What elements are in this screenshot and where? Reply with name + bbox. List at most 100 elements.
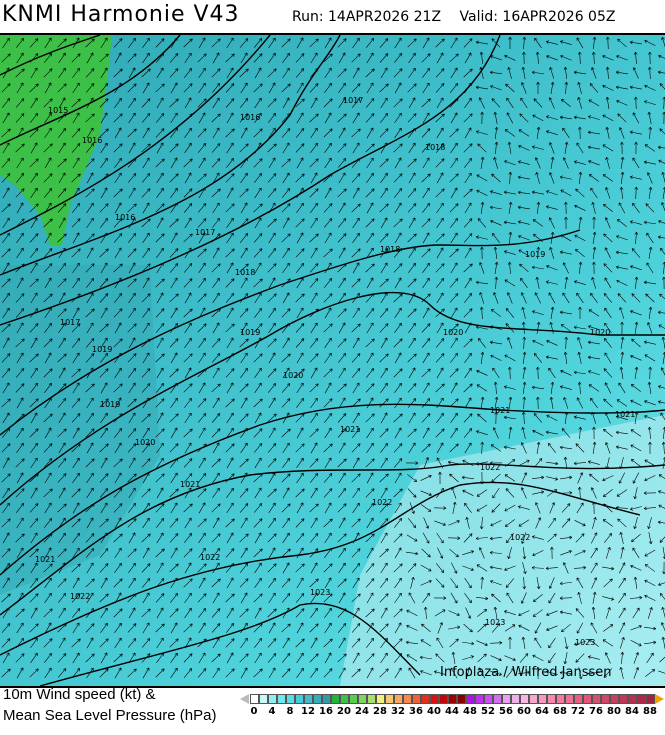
wind-arrow bbox=[602, 174, 614, 182]
wind-arrow bbox=[296, 427, 304, 439]
wind-arrow bbox=[532, 654, 544, 661]
wind-arrow bbox=[379, 203, 389, 213]
wind-arrow bbox=[324, 502, 332, 514]
legend-tick: 40 bbox=[427, 706, 441, 717]
wind-arrow bbox=[617, 113, 627, 123]
wind-arrow bbox=[155, 233, 165, 243]
wind-arrow bbox=[44, 622, 52, 634]
wind-arrow bbox=[535, 517, 542, 529]
wind-arrow bbox=[267, 413, 277, 423]
wind-arrow bbox=[183, 623, 193, 633]
wind-arrow bbox=[338, 562, 346, 574]
wind-arrow bbox=[141, 68, 151, 78]
wind-arrow bbox=[379, 83, 389, 93]
wind-arrow bbox=[380, 442, 388, 453]
wind-arrow bbox=[184, 442, 192, 454]
wind-arrow bbox=[435, 653, 445, 663]
valid-time: Valid: 16APR2026 05Z bbox=[459, 9, 616, 25]
wind-arrow bbox=[352, 217, 360, 229]
wind-arrow bbox=[464, 367, 472, 379]
wind-arrow bbox=[380, 172, 388, 184]
wind-arrow bbox=[504, 250, 516, 255]
wind-arrow bbox=[380, 97, 388, 109]
wind-arrow bbox=[141, 578, 151, 588]
wind-arrow bbox=[281, 668, 291, 678]
wind-arrow bbox=[450, 352, 458, 363]
wind-arrow bbox=[212, 472, 220, 484]
wind-arrow bbox=[268, 577, 276, 588]
wind-arrow bbox=[184, 367, 192, 379]
wind-arrow bbox=[366, 172, 374, 183]
wind-arrow bbox=[644, 594, 656, 601]
wind-arrow bbox=[253, 158, 263, 168]
wind-arrow bbox=[309, 533, 319, 543]
wind-arrow bbox=[324, 232, 332, 244]
wind-arrow bbox=[268, 37, 276, 49]
wind-arrow bbox=[449, 128, 459, 138]
wind-arrow bbox=[463, 68, 473, 78]
wind-arrow bbox=[100, 262, 108, 274]
legend-tick: 52 bbox=[481, 706, 495, 717]
wind-arrow bbox=[559, 310, 572, 315]
wind-arrow bbox=[619, 666, 624, 679]
wind-arrow bbox=[226, 382, 234, 394]
wind-arrow bbox=[408, 142, 416, 154]
wind-arrow bbox=[197, 248, 207, 258]
wind-arrow bbox=[113, 653, 123, 663]
wind-arrow bbox=[323, 668, 333, 678]
wind-arrow bbox=[559, 385, 572, 390]
wind-arrow bbox=[310, 52, 318, 64]
wind-arrow bbox=[464, 127, 472, 139]
wind-arrow bbox=[379, 503, 389, 513]
wind-arrow bbox=[578, 126, 582, 140]
wind-arrow bbox=[225, 593, 235, 603]
wind-arrow bbox=[309, 263, 319, 273]
wind-arrow bbox=[437, 622, 443, 634]
wind-arrow bbox=[170, 397, 178, 409]
wind-arrow bbox=[142, 202, 150, 214]
wind-arrow bbox=[436, 442, 444, 454]
wind-arrow bbox=[267, 338, 277, 348]
isobar-label: 1023 bbox=[310, 588, 330, 597]
wind-arrow bbox=[531, 265, 544, 270]
wind-arrow bbox=[564, 637, 569, 650]
wind-arrow bbox=[1, 638, 11, 648]
wind-arrow bbox=[198, 262, 206, 274]
wind-arrow bbox=[406, 654, 418, 662]
wind-arrow bbox=[85, 158, 95, 168]
wind-arrow bbox=[281, 578, 291, 588]
legend-tick: 8 bbox=[286, 706, 294, 717]
wind-arrow bbox=[616, 415, 628, 420]
wind-arrow bbox=[337, 68, 347, 78]
wind-arrow bbox=[72, 277, 80, 289]
wind-arrow bbox=[141, 98, 151, 108]
wind-arrow bbox=[323, 278, 333, 288]
wind-arrow bbox=[436, 637, 444, 649]
wind-arrow bbox=[379, 398, 389, 408]
wind-arrow bbox=[338, 667, 346, 679]
wind-arrow bbox=[420, 474, 432, 481]
wind-arrow bbox=[633, 576, 638, 589]
wind-arrow bbox=[618, 382, 626, 394]
wind-arrow bbox=[225, 293, 235, 303]
wind-arrow bbox=[617, 38, 627, 48]
wind-arrow bbox=[658, 54, 665, 59]
wind-arrow bbox=[563, 66, 568, 79]
wind-arrow bbox=[184, 397, 192, 408]
wind-arrow bbox=[648, 532, 653, 545]
wind-arrow bbox=[493, 381, 498, 395]
wind-arrow bbox=[620, 171, 625, 184]
wind-arrow bbox=[561, 518, 571, 528]
wind-arrow bbox=[643, 340, 656, 345]
wind-arrow bbox=[337, 623, 347, 633]
wind-arrow bbox=[155, 308, 165, 318]
wind-arrow bbox=[643, 506, 657, 511]
wind-arrow bbox=[407, 188, 417, 198]
wind-arrow bbox=[16, 247, 24, 259]
wind-arrow bbox=[573, 415, 586, 420]
wind-arrow bbox=[394, 518, 403, 528]
wind-arrow bbox=[16, 622, 24, 634]
wind-arrow bbox=[338, 247, 346, 259]
wind-arrow bbox=[295, 443, 305, 453]
wind-arrow bbox=[365, 68, 375, 78]
